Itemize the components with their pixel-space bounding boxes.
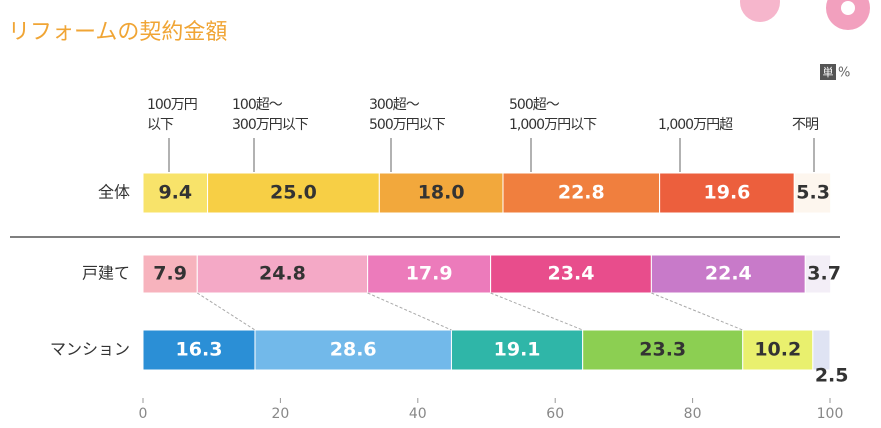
value-label: 16.3 xyxy=(176,339,223,361)
value-label: 19.1 xyxy=(494,339,541,361)
legend-label: 500超～ 1,000万円以下 xyxy=(509,97,597,133)
category-label: マンション xyxy=(50,340,130,359)
value-label: 22.8 xyxy=(558,182,605,204)
bar-segment xyxy=(502,172,661,214)
bar-segment xyxy=(793,172,832,214)
legend-label: 不明 xyxy=(792,117,819,133)
unit-icon: 単 xyxy=(823,65,834,79)
value-label: 7.9 xyxy=(153,263,187,285)
value-label: 22.4 xyxy=(705,263,752,285)
value-label: 10.2 xyxy=(754,339,801,361)
x-tick-label: 80 xyxy=(684,406,702,422)
legend-label: 100超～ 300万円以下 xyxy=(232,97,309,133)
legend-label: 100万円 以下 xyxy=(147,97,198,133)
unit-icon-box xyxy=(820,64,836,80)
x-tick-label: 20 xyxy=(271,406,289,422)
value-label: 2.5 xyxy=(815,365,849,387)
bar-segment xyxy=(142,254,198,294)
x-tick-label: 0 xyxy=(139,406,148,422)
value-label: 19.6 xyxy=(704,182,751,204)
x-tick-label: 100 xyxy=(817,406,844,422)
value-label: 18.0 xyxy=(418,182,465,204)
connector xyxy=(490,292,583,331)
x-tick-label: 40 xyxy=(409,406,427,422)
category-label: 全体 xyxy=(98,183,130,202)
category-label: 戸建て xyxy=(82,264,130,283)
bar-segment xyxy=(742,329,814,371)
bar-segment xyxy=(812,329,831,371)
value-label: 17.9 xyxy=(406,263,453,285)
connector xyxy=(367,292,452,331)
blossom-decoration xyxy=(740,0,870,30)
bar-segment xyxy=(378,172,504,214)
legend-label: 300超～ 500万円以下 xyxy=(369,97,446,133)
connector xyxy=(197,292,256,331)
unit: % xyxy=(838,66,850,81)
x-tick-label: 60 xyxy=(546,406,564,422)
bar-segment xyxy=(367,254,492,294)
value-label: 24.8 xyxy=(259,263,306,285)
value-label: 3.7 xyxy=(807,263,841,285)
value-label: 23.4 xyxy=(548,263,595,285)
connector xyxy=(651,292,743,331)
value-label: 5.3 xyxy=(796,182,830,204)
legend-label: 1,000万円超 xyxy=(658,117,733,133)
bar-segment xyxy=(650,254,806,294)
chart-title: リフォームの契約金額 xyxy=(8,20,227,45)
bar-segment xyxy=(196,254,369,294)
value-label: 28.6 xyxy=(330,339,377,361)
bar-segment xyxy=(659,172,795,214)
bar-segment xyxy=(490,254,652,294)
value-label: 25.0 xyxy=(270,182,317,204)
bar-segment xyxy=(804,254,832,294)
bar-segment xyxy=(142,329,256,371)
value-label: 9.4 xyxy=(158,182,192,204)
value-label: 23.3 xyxy=(639,339,686,361)
bar-segment xyxy=(582,329,744,371)
